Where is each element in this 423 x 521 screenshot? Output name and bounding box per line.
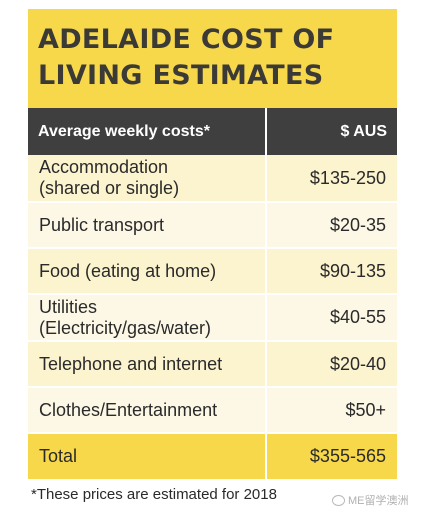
cost-card: ADELAIDE COST OF LIVING ESTIMATES Averag…: [28, 9, 397, 479]
title-banner: ADELAIDE COST OF LIVING ESTIMATES: [28, 9, 397, 108]
chat-bubble-icon: [332, 494, 345, 506]
row-item-line: Utilities: [39, 296, 98, 317]
row-item: Accommodation (shared or single): [28, 155, 267, 203]
total-row: Total $355-565: [28, 433, 397, 479]
total-label: Total: [28, 433, 267, 479]
header-value: $ AUS: [266, 108, 397, 155]
row-item: Clothes/Entertainment: [28, 387, 267, 434]
row-value: $20-35: [266, 202, 397, 249]
row-item-line: (Electricity/gas/water): [39, 317, 212, 338]
table-row: Utilities (Electricity/gas/water) $40-55: [28, 294, 397, 342]
total-value: $355-565: [266, 433, 397, 479]
table-row: Accommodation (shared or single) $135-250: [28, 155, 397, 203]
row-item: Utilities (Electricity/gas/water): [28, 294, 267, 342]
row-item-line: Accommodation: [39, 157, 169, 177]
page-title: ADELAIDE COST OF LIVING ESTIMATES: [38, 24, 335, 91]
row-value: $50+: [266, 387, 397, 434]
table-row: Clothes/Entertainment $50+: [28, 387, 397, 434]
row-value: $40-55: [266, 294, 397, 342]
row-value: $90-135: [266, 248, 397, 295]
cost-table: Average weekly costs* $ AUS Accommodatio…: [28, 108, 397, 479]
row-value: $20-40: [266, 341, 397, 388]
table-row: Food (eating at home) $90-135: [28, 248, 397, 295]
table-row: Telephone and internet $20-40: [28, 341, 397, 388]
watermark: ME留学澳洲: [332, 492, 409, 508]
footnote: *These prices are estimated for 2018: [31, 486, 277, 503]
row-item: Food (eating at home): [28, 248, 267, 295]
watermark-text: ME留学澳洲: [348, 495, 409, 507]
row-value: $135-250: [266, 155, 397, 203]
header-item: Average weekly costs*: [28, 108, 267, 155]
row-item-line: (shared or single): [39, 178, 180, 198]
table-row: Public transport $20-35: [28, 202, 397, 249]
row-item: Public transport: [28, 202, 267, 249]
row-item: Telephone and internet: [28, 341, 267, 388]
